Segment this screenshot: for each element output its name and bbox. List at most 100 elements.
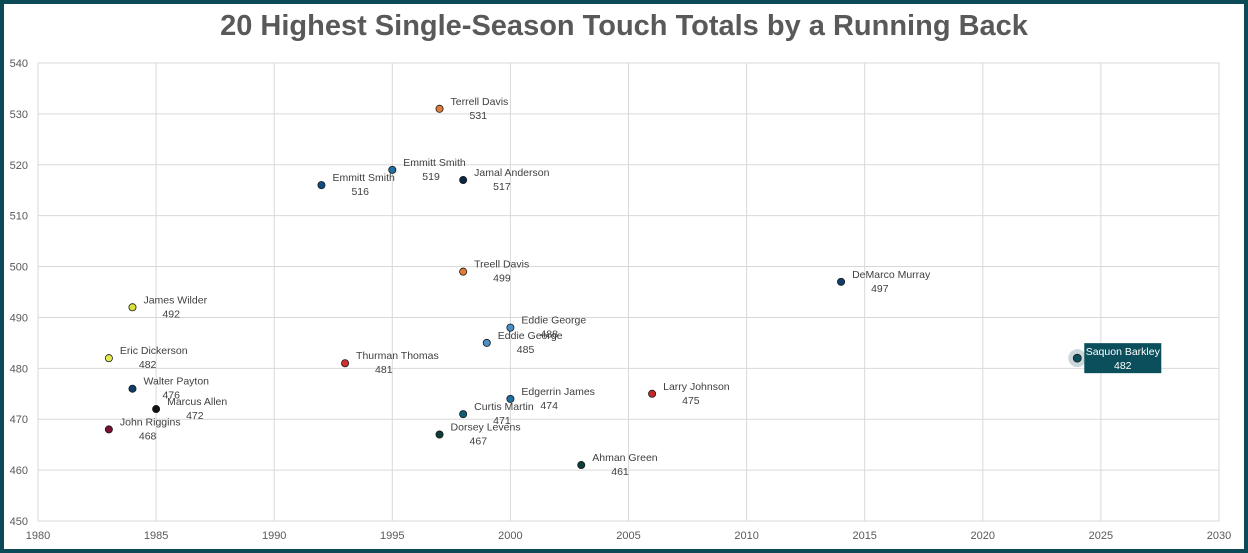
y-tick-label: 500	[10, 262, 28, 274]
data-label-value: 499	[493, 273, 511, 285]
data-label-value: 481	[375, 364, 393, 376]
x-tick-label: 2005	[616, 530, 640, 542]
data-point	[388, 165, 397, 174]
x-tick-label: 2020	[971, 530, 995, 542]
data-label-value: 472	[186, 410, 204, 422]
data-point	[435, 104, 444, 113]
x-tick-label: 2015	[852, 530, 876, 542]
data-label-value: 519	[422, 171, 440, 183]
data-point-group: Larry Johnson 475	[648, 381, 730, 407]
data-point-group: Emmitt Smith 519	[388, 157, 466, 183]
data-label-value: 517	[493, 181, 511, 193]
data-label-name: Larry Johnson	[663, 381, 730, 393]
data-label-name: Edgerrin James	[521, 386, 595, 398]
data-label-value: 531	[470, 110, 488, 122]
y-tick-label: 540	[10, 58, 28, 70]
data-label-value: 492	[162, 308, 180, 320]
data-point-group: James Wilder 492	[128, 294, 208, 320]
data-label-name: Jamal Anderson	[474, 167, 549, 179]
data-point	[837, 277, 846, 286]
data-label-name: Thurman Thomas	[356, 350, 439, 362]
gridlines	[37, 62, 1220, 522]
data-label-value: 485	[517, 344, 535, 356]
data-label-value: 475	[682, 395, 700, 407]
data-label-value: 476	[162, 390, 180, 402]
data-point-group: Curtis Martin 471	[459, 401, 534, 427]
y-tick-label: 450	[10, 516, 28, 528]
data-point-group: Dorsey Levens 467	[435, 421, 521, 447]
data-label-name: James Wilder	[143, 294, 207, 306]
x-tick-label: 2010	[734, 530, 758, 542]
data-point-group: DeMarco Murray 497	[837, 269, 931, 295]
data-point	[459, 176, 468, 185]
data-label-name: Treell Davis	[474, 259, 529, 271]
data-label-name: Walter Payton	[143, 376, 209, 388]
data-point-group: Edgerrin James 474	[506, 386, 595, 412]
y-tick-label: 510	[10, 211, 28, 223]
x-tick-label: 1990	[262, 530, 286, 542]
data-point	[648, 389, 657, 398]
data-point-group: Thurman Thomas 481	[341, 350, 439, 376]
data-point	[506, 394, 515, 403]
data-label-name: Saquon Barkley	[1086, 346, 1161, 358]
y-tick-label: 530	[10, 109, 28, 121]
data-point	[128, 303, 137, 312]
data-point	[459, 267, 468, 276]
data-point	[104, 354, 113, 363]
data-point-group: Marcus Allen 472	[152, 396, 227, 422]
data-point-group: Eddie George 488	[506, 315, 586, 341]
data-label-value: 474	[540, 400, 558, 412]
data-point-group: Terrell Davis 531	[435, 96, 509, 122]
data-point-group: Ahman Green 461	[577, 452, 658, 478]
data-point-group: John Riggins 468	[104, 416, 181, 442]
data-label-name: Terrell Davis	[451, 96, 509, 108]
data-point	[459, 410, 468, 419]
data-point-group: Walter Payton 476	[128, 376, 209, 402]
data-label-name: Eddie George	[521, 315, 586, 327]
y-tick-label: 460	[10, 465, 28, 477]
tick-labels: 450 460 470 480 490 500 510 520 530 540 1980 1985 19…	[10, 58, 1232, 542]
data-label-value: 471	[493, 415, 511, 427]
data-points: Terrell Davis 531 Emmitt Smith 519 Jamal And…	[104, 96, 1162, 478]
data-label-name: Dorsey Levens	[451, 421, 521, 433]
data-label-value: 467	[470, 435, 488, 447]
data-point	[482, 338, 491, 347]
data-point	[317, 181, 326, 190]
data-point-group: Treell Davis 499	[459, 259, 529, 285]
data-label-name: Eric Dickerson	[120, 345, 188, 357]
data-label-name: Marcus Allen	[167, 396, 227, 408]
data-label-name: Curtis Martin	[474, 401, 534, 413]
y-tick-label: 490	[10, 312, 28, 324]
data-label-name: John Riggins	[120, 416, 181, 428]
x-tick-label: 1985	[144, 530, 168, 542]
x-tick-label: 1980	[26, 530, 50, 542]
data-point	[506, 323, 515, 332]
data-point-group: Jamal Anderson 517	[459, 167, 550, 193]
x-tick-label: 2030	[1207, 530, 1231, 542]
y-tick-label: 520	[10, 160, 28, 172]
data-point	[435, 430, 444, 439]
highlight-label-box	[1084, 343, 1162, 374]
data-label-name: Emmitt Smith	[403, 157, 466, 169]
y-tick-label: 480	[10, 363, 28, 375]
data-label-value: 497	[871, 283, 889, 295]
data-point	[1072, 353, 1082, 363]
data-point	[577, 461, 586, 470]
data-point-group: Saquon Barkley 482	[1068, 343, 1162, 374]
x-tick-label: 2025	[1089, 530, 1113, 542]
data-point	[152, 405, 161, 414]
x-tick-label: 1995	[380, 530, 404, 542]
x-tick-label: 2000	[498, 530, 522, 542]
data-label-name: Emmitt Smith	[332, 172, 395, 184]
data-point-group: Eric Dickerson 482	[104, 345, 188, 371]
data-label-value: 468	[139, 430, 157, 442]
y-tick-label: 470	[10, 414, 28, 426]
data-label-value: 516	[351, 186, 369, 198]
data-point	[128, 384, 137, 393]
data-point-group: Emmitt Smith 516	[317, 172, 395, 198]
data-label-value: 482	[1114, 360, 1132, 372]
data-label-name: Ahman Green	[592, 452, 658, 464]
data-label-name: Eddie George	[498, 330, 563, 342]
